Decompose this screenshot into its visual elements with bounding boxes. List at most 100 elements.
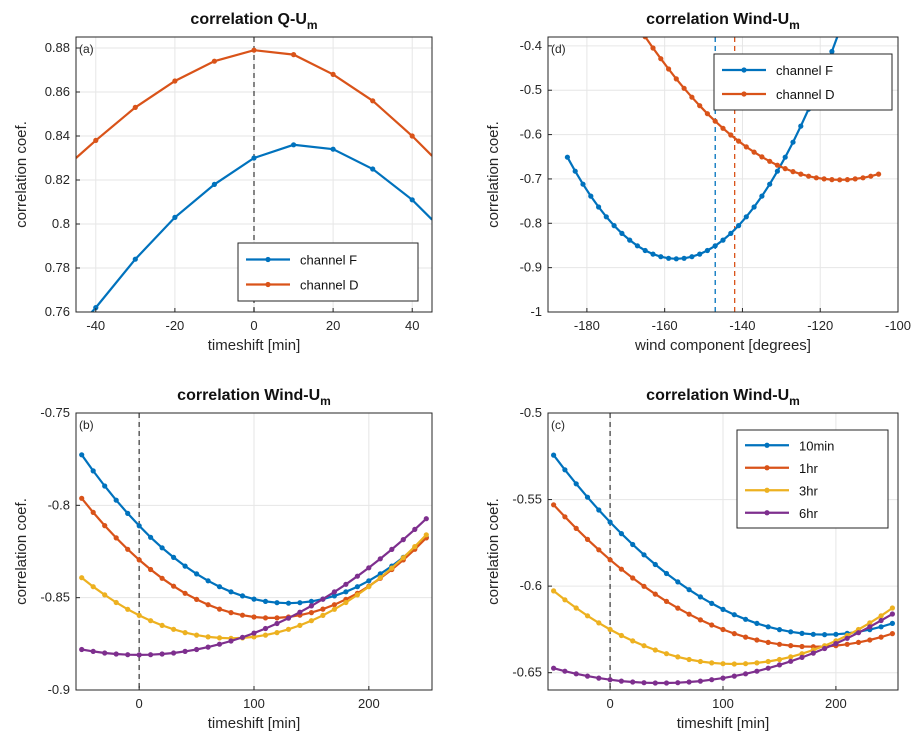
data-point (136, 557, 142, 563)
y-tick-label: -0.5 (520, 82, 542, 97)
data-point (171, 583, 177, 589)
data-point (697, 678, 704, 684)
data-point (607, 519, 613, 525)
data-point (686, 611, 692, 617)
data-point (182, 630, 188, 636)
data-point (285, 615, 292, 621)
data-point (774, 168, 781, 174)
x-tick-label: 40 (405, 318, 419, 333)
data-point (562, 467, 568, 473)
data-point (596, 675, 602, 681)
x-tick-label: 0 (250, 318, 257, 333)
data-point (291, 142, 297, 148)
series-group (79, 452, 429, 658)
data-point (634, 243, 641, 249)
data-point (689, 254, 695, 260)
y-tick-label: -0.5 (520, 405, 542, 420)
data-point (343, 599, 349, 606)
chart-title-text: correlation Wind-U (646, 11, 789, 28)
data-point (799, 651, 805, 657)
data-point (822, 645, 828, 652)
data-point (343, 589, 349, 595)
data-point (90, 648, 96, 655)
data-point (860, 175, 866, 181)
data-point (675, 579, 681, 585)
data-point (776, 641, 783, 647)
data-point (607, 626, 613, 633)
data-point (148, 566, 154, 573)
data-point (652, 680, 658, 686)
x-tick-label: -140 (729, 318, 755, 333)
data-point (712, 243, 718, 249)
data-point (102, 592, 108, 598)
data-point (354, 592, 360, 598)
data-point (251, 47, 257, 53)
data-point (652, 591, 658, 597)
panel-label: (d) (551, 42, 566, 56)
data-point (813, 175, 819, 181)
data-point (681, 255, 687, 261)
data-point (573, 481, 579, 487)
data-point (868, 173, 874, 179)
data-point (159, 622, 165, 629)
data-point (689, 94, 695, 100)
data-point (113, 651, 119, 657)
data-point (673, 256, 679, 262)
data-point (216, 641, 223, 647)
data-point (113, 599, 119, 606)
data-point (562, 668, 568, 674)
data-point (666, 255, 672, 261)
data-point (330, 146, 336, 152)
data-point (845, 5, 850, 10)
legend-label: channel D (300, 278, 359, 293)
series-group (76, 47, 432, 312)
data-point (630, 638, 636, 644)
data-point (573, 605, 579, 611)
data-point (148, 534, 154, 540)
data-point (239, 612, 246, 618)
data-point (782, 166, 788, 172)
data-point (867, 637, 873, 643)
data-point (551, 452, 557, 458)
x-tick-label: 100 (243, 696, 265, 711)
y-axis-label: correlation coef. (13, 121, 30, 228)
legend-marker (265, 281, 271, 288)
panel-label: (b) (79, 418, 94, 432)
data-point (90, 468, 96, 474)
data-point (584, 494, 591, 500)
x-tick-label: -100 (885, 318, 911, 333)
y-tick-label: 0.88 (45, 40, 70, 55)
data-point (79, 452, 85, 458)
data-point (810, 650, 816, 656)
x-tick-label: 0 (136, 696, 143, 711)
legend-label: channel F (300, 253, 357, 268)
y-axis-label: correlation coef. (485, 121, 502, 228)
data-point (211, 58, 217, 64)
data-point (308, 598, 314, 605)
legend-marker (265, 256, 271, 263)
data-point (754, 620, 760, 627)
data-point (172, 214, 178, 220)
y-tick-label: 0.8 (52, 216, 70, 231)
data-point (251, 155, 257, 161)
data-point (551, 588, 557, 594)
data-point (573, 671, 579, 677)
x-axis-label: timeshift [min] (208, 337, 301, 354)
data-point (274, 615, 280, 621)
data-point (239, 593, 246, 599)
data-point (297, 622, 303, 629)
chart-title: correlation Wind-Um (646, 11, 800, 32)
y-tick-label: 0.84 (45, 128, 70, 143)
data-point (572, 168, 578, 174)
x-tick-label: 100 (712, 696, 734, 711)
data-point (580, 181, 586, 187)
chart-title: correlation Wind-Um (646, 387, 800, 408)
data-point (675, 654, 681, 660)
data-point (788, 643, 794, 649)
data-point (194, 646, 200, 653)
data-point (291, 52, 297, 58)
data-point (297, 600, 303, 606)
data-point (102, 483, 108, 489)
y-tick-label: 0.82 (45, 172, 70, 187)
